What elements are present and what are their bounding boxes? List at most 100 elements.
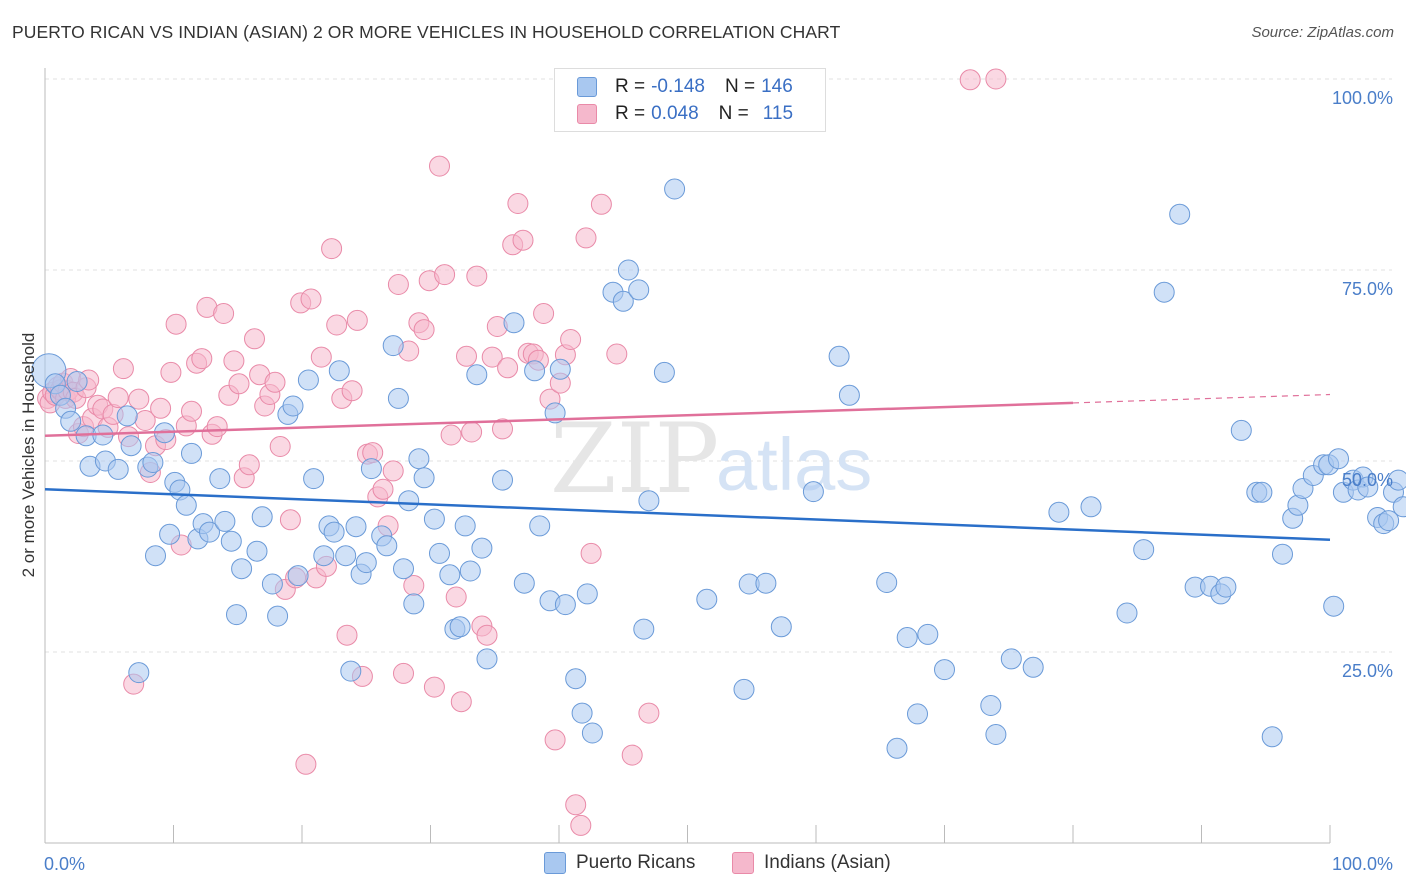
puerto-ricans-point	[209, 468, 231, 490]
puerto-ricans-point	[376, 535, 398, 557]
bottom-swatch-blue	[544, 852, 566, 874]
puerto-ricans-point	[175, 494, 197, 516]
puerto-ricans-point	[612, 290, 634, 312]
watermark-atlas: atlas	[716, 423, 872, 506]
indians-asian-point	[985, 68, 1007, 90]
puerto-ricans-point	[454, 515, 476, 537]
puerto-ricans-point	[120, 435, 142, 457]
puerto-ricans-point	[524, 360, 546, 382]
puerto-ricans-point	[231, 558, 253, 580]
puerto-ricans-point	[449, 616, 471, 638]
puerto-ricans-point	[1116, 602, 1138, 624]
indians-asian-point	[150, 397, 172, 419]
puerto-ricans-point	[328, 360, 350, 382]
indians-asian-point	[112, 358, 134, 380]
puerto-ricans-point	[116, 405, 138, 427]
puerto-ricans-point	[142, 452, 164, 473]
puerto-ricans-point	[408, 448, 430, 470]
puerto-ricans-point	[107, 458, 129, 480]
puerto-ricans-point	[896, 627, 918, 648]
puerto-ricans-point	[571, 702, 593, 724]
puerto-ricans-point	[246, 540, 268, 562]
puerto-ricans-point	[617, 259, 639, 281]
trend-line-indians-asian	[44, 401, 1074, 438]
puerto-ricans-point	[199, 521, 220, 543]
legend-n-label: N =	[718, 103, 749, 124]
chart-source: Source: ZipAtlas.com	[1251, 24, 1394, 41]
puerto-ricans-point	[459, 560, 481, 582]
watermark-zip: ZIP	[550, 403, 719, 515]
y-tick-label: 50.0%	[1342, 470, 1393, 490]
puerto-ricans-point	[513, 572, 535, 594]
puerto-ricans-point	[886, 737, 908, 759]
puerto-ricans-point	[917, 623, 939, 645]
indians-asian-point	[269, 436, 291, 457]
puerto-ricans-point	[1357, 476, 1379, 498]
indians-asian-point	[461, 421, 483, 443]
puerto-ricans-point	[220, 530, 242, 552]
legend-n-value: 115	[762, 103, 794, 124]
legend-r-label: R =	[615, 103, 646, 124]
puerto-ricans-point	[770, 616, 792, 638]
puerto-ricans-point	[980, 695, 1002, 716]
y-axis-title: 2 or more Vehicles in Household	[19, 333, 38, 578]
chart-title: PUERTO RICAN VS INDIAN (ASIAN) 2 OR MORE…	[12, 22, 841, 42]
legend-row-puerto-ricans: R = -0.148 N = 146	[577, 74, 793, 100]
puerto-ricans-point	[907, 703, 928, 725]
puerto-ricans-point	[214, 510, 236, 532]
puerto-ricans-point	[226, 604, 247, 626]
puerto-ricans-point	[403, 593, 425, 615]
series-indians-asian	[37, 68, 1007, 836]
puerto-ricans-point	[382, 335, 404, 357]
puerto-ricans-point	[529, 515, 551, 537]
indians-asian-point	[606, 343, 628, 365]
puerto-ricans-point	[355, 552, 377, 574]
tick-labels: 25.0% 50.0% 75.0% 100.0% 0.0% 100.0%	[44, 88, 1393, 874]
y-tick-label: 25.0%	[1342, 661, 1393, 681]
indians-asian-point	[238, 454, 260, 476]
puerto-ricans-point	[503, 312, 525, 334]
puerto-ricans-point	[429, 542, 450, 564]
puerto-ricans-point	[638, 490, 660, 512]
puerto-ricans-point	[838, 384, 860, 406]
puerto-ricans-point	[323, 521, 345, 543]
trend-line-puerto-ricans	[44, 488, 1331, 541]
indians-asian-point	[244, 328, 265, 350]
puerto-ricans-point	[387, 387, 409, 409]
puerto-ricans-point	[1230, 419, 1252, 441]
trend-lines	[44, 393, 1331, 541]
indians-asian-point	[300, 288, 322, 310]
indians-asian-point	[492, 418, 513, 440]
indians-asian-point	[959, 69, 981, 91]
puerto-ricans-point	[1328, 448, 1349, 470]
puerto-ricans-point	[1080, 496, 1102, 518]
puerto-ricans-point	[549, 358, 571, 380]
y-tick-label: 75.0%	[1342, 279, 1393, 299]
indians-asian-point	[476, 624, 498, 646]
watermark: ZIP atlas	[550, 403, 872, 515]
indians-asian-point	[575, 227, 597, 249]
puerto-ricans-point	[267, 605, 289, 627]
indians-asian-point	[450, 691, 472, 713]
puerto-ricans-point	[159, 523, 181, 545]
puerto-ricans-point	[1048, 501, 1070, 523]
indians-asian-point	[413, 319, 435, 341]
puerto-ricans-point	[303, 468, 325, 490]
legend: R = -0.148 N = 146 R = 0.048 N = 115	[554, 68, 826, 132]
puerto-ricans-point	[287, 565, 309, 587]
indians-asian-point	[321, 238, 343, 260]
indians-asian-point	[621, 744, 643, 766]
legend-row-indians-asian: R = 0.048 N = 115	[577, 101, 793, 127]
indians-asian-point	[423, 676, 445, 698]
puerto-ricans-point	[1133, 539, 1155, 561]
puerto-ricans-point	[1392, 496, 1406, 518]
puerto-ricans-point	[1272, 543, 1293, 565]
puerto-ricans-point	[755, 572, 777, 594]
puerto-ricans-point	[1251, 481, 1273, 503]
bottom-swatch-pink	[732, 852, 754, 874]
indians-asian-point	[393, 662, 414, 684]
indians-asian-point	[638, 702, 660, 724]
indians-asian-point	[434, 264, 456, 286]
indians-asian-point	[341, 380, 363, 402]
